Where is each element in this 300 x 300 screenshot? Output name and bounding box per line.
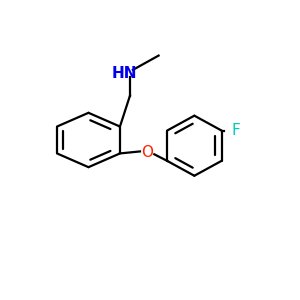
Text: O: O (141, 146, 153, 160)
Text: F: F (232, 123, 240, 138)
Text: HN: HN (112, 66, 137, 81)
